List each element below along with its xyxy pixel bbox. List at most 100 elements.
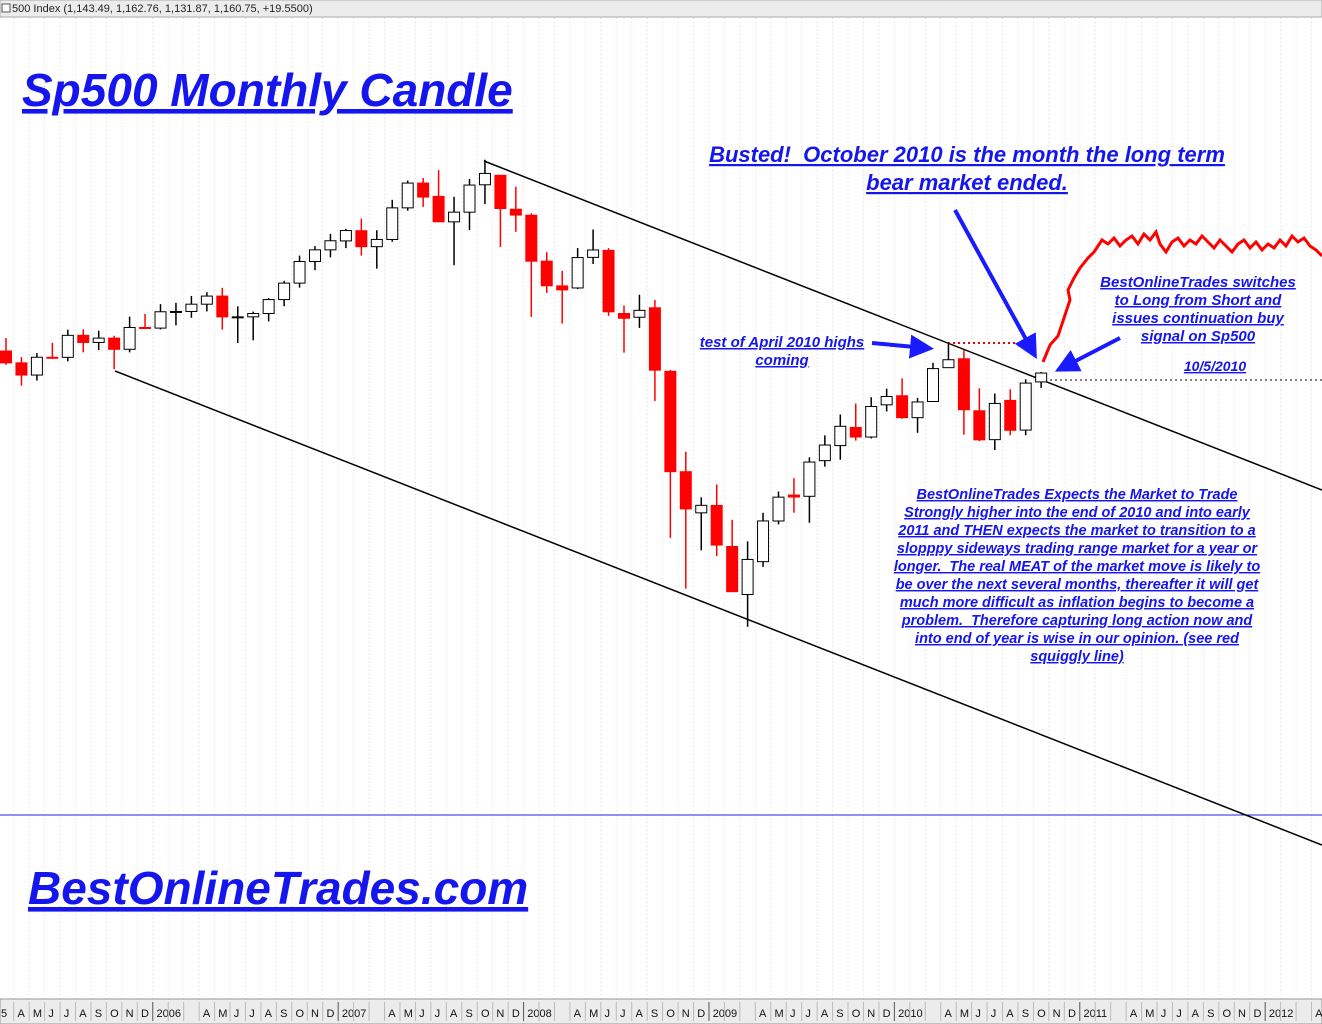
candle-body: [1035, 372, 1048, 383]
x-tick-label: O: [666, 1008, 675, 1020]
candle-body: [741, 558, 754, 596]
x-tick-label: J: [620, 1008, 626, 1020]
annotation-line: be over the next several months, thereaf…: [896, 577, 1260, 593]
x-tick-label: M: [33, 1008, 42, 1020]
x-tick-label: J: [1176, 1008, 1182, 1020]
candle-body: [556, 285, 569, 291]
x-tick-label: J: [435, 1008, 441, 1020]
candle-body: [988, 402, 1001, 441]
x-tick-label: A: [574, 1008, 582, 1020]
candle-body: [695, 504, 708, 514]
annotation-line: issues continuation buy: [1112, 310, 1284, 327]
x-axis-bar: [0, 998, 1322, 1024]
candle-body: [46, 356, 59, 359]
x-tick-label: N: [1053, 1008, 1061, 1020]
annotation-line: slopppy sideways trading range market fo…: [897, 541, 1259, 557]
candle-body: [494, 174, 507, 209]
x-tick-label: D: [141, 1008, 149, 1020]
x-tick-label: M: [775, 1008, 784, 1020]
candle-body: [262, 299, 275, 315]
candle-body: [726, 545, 739, 593]
candle-body: [787, 494, 800, 498]
x-tick-label: A: [759, 1008, 767, 1020]
candle-body: [154, 311, 167, 329]
candle-body: [540, 260, 553, 287]
candle-body: [772, 496, 785, 522]
annotation-line: Strongly higher into the end of 2010 and…: [904, 505, 1251, 521]
x-tick-label: M: [589, 1008, 598, 1020]
candle-body: [386, 207, 399, 240]
arrow: [953, 209, 1037, 360]
candle-body: [61, 334, 74, 358]
candle-body: [293, 260, 306, 284]
candle-body: [973, 410, 986, 441]
candle-body: [77, 334, 90, 343]
x-tick-label: O: [1037, 1008, 1046, 1020]
x-tick-label: A: [1130, 1008, 1138, 1020]
x-tick-label: A: [79, 1008, 87, 1020]
arrow: [871, 334, 934, 359]
candle-body: [108, 337, 121, 350]
x-tick-label: N: [867, 1008, 875, 1020]
x-tick-label: O: [296, 1008, 305, 1020]
candle-body: [957, 358, 970, 411]
candle-body: [865, 406, 878, 438]
candle-body: [509, 208, 522, 216]
annotation-line: problem. Therefore capturing long action…: [901, 613, 1254, 629]
candle-body: [417, 182, 430, 198]
candle-body: [139, 326, 152, 329]
x-tick-label: 2006: [157, 1008, 181, 1020]
candle-body: [648, 307, 661, 371]
candle-body: [123, 326, 136, 350]
x-tick-label: J: [790, 1008, 796, 1020]
x-tick-label: D: [326, 1008, 334, 1020]
x-tick-label: D: [512, 1008, 520, 1020]
annotation-line: into end of year is wise in our opinion.…: [915, 631, 1240, 647]
candle-body: [679, 471, 692, 510]
x-tick-label: A: [450, 1008, 458, 1020]
x-tick-label: 2012: [1269, 1008, 1293, 1020]
candle-body: [216, 295, 229, 318]
candles: [0, 159, 1048, 627]
candle-body: [571, 257, 584, 289]
candle-body: [355, 230, 368, 248]
x-tick-label: O: [481, 1008, 490, 1020]
candle-body: [448, 211, 461, 223]
candle-body: [370, 238, 383, 248]
chart-title: Sp500 Monthly Candle: [22, 64, 513, 116]
x-tick-label: A: [388, 1008, 396, 1020]
x-tick-label: A: [17, 1008, 25, 1020]
header-bar: [0, 0, 1322, 18]
annotation-line: 10/5/2010: [1184, 358, 1246, 374]
annotation-line: test of April 2010 highs: [700, 334, 864, 351]
candle-body: [401, 182, 414, 209]
footer-brand: BestOnlineTrades.com: [28, 862, 528, 914]
x-axis: 5 A M J J A S O N D 2006 A M J J A S O N D 2007 A M J J A S O N D 2008…: [1, 1002, 1322, 1021]
candle-body: [247, 313, 260, 318]
candle-body: [92, 337, 105, 343]
x-tick-label: J: [991, 1008, 997, 1020]
candle-body: [834, 425, 847, 447]
candle-body: [1019, 382, 1032, 431]
lower-trendline: [114, 370, 1322, 846]
annotation-line: BestOnlineTrades switches: [1100, 274, 1296, 291]
candle-body: [525, 214, 538, 262]
annotation-line: bear market ended.: [866, 170, 1068, 195]
candle-body: [278, 282, 291, 301]
x-tick-label: N: [1238, 1008, 1246, 1020]
annotation-line: 2011 and THEN expects the market to tran…: [897, 523, 1256, 539]
candle-body: [309, 249, 321, 262]
annotation-line: squiggly line): [1030, 649, 1124, 665]
x-tick-label: J: [805, 1008, 811, 1020]
candle-body: [896, 395, 909, 419]
x-tick-label: A: [821, 1008, 829, 1020]
annotation-line: BestOnlineTrades Expects the Market to T…: [917, 487, 1238, 503]
candle-body: [185, 303, 198, 312]
x-tick-label: 5: [1, 1008, 7, 1020]
candle-body: [664, 370, 677, 473]
candle-body: [15, 362, 28, 376]
candle-body: [911, 401, 924, 419]
x-tick-label: J: [1161, 1008, 1167, 1020]
